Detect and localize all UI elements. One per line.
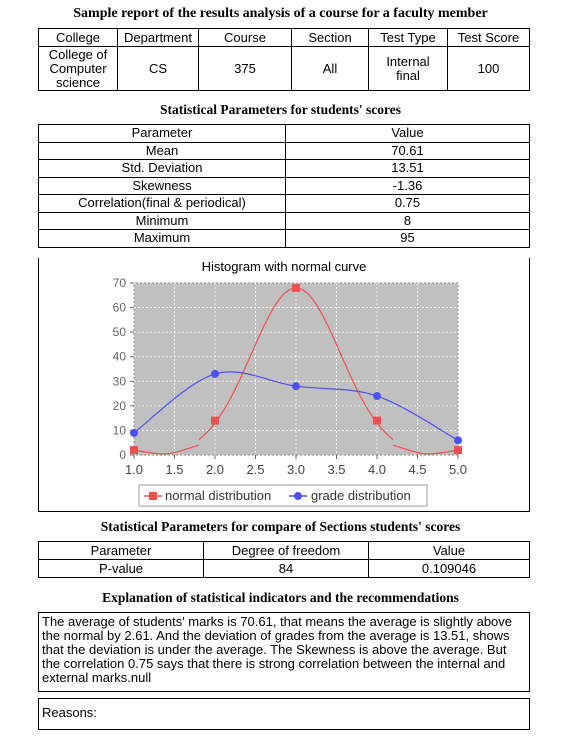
reasons-box: Reasons: bbox=[38, 698, 530, 730]
stats-value: 95 bbox=[285, 229, 530, 248]
sections-table: Parameter Degree of freedom Value P-valu… bbox=[38, 541, 530, 578]
normal-point bbox=[292, 283, 300, 292]
x-tick-label: 4.0 bbox=[368, 462, 386, 477]
stats-param: Correlation(final & periodical) bbox=[38, 194, 286, 213]
x-tick-label: 3.0 bbox=[287, 462, 305, 477]
y-tick-label: 70 bbox=[113, 276, 127, 290]
stats-row: Maximum 95 bbox=[38, 229, 530, 248]
y-tick-label: 60 bbox=[113, 301, 127, 315]
sections-header-row: Parameter Degree of freedom Value bbox=[38, 541, 530, 560]
legend-normal-label: normal distribution bbox=[165, 488, 271, 503]
stats-title: Statistical Parameters for students' sco… bbox=[160, 102, 401, 117]
course-table-value-row: College of Computer science CS 375 All I… bbox=[38, 46, 530, 91]
sections-header-value: Value bbox=[368, 541, 530, 560]
normal-point bbox=[373, 416, 381, 425]
normal-point bbox=[130, 446, 138, 455]
x-tick-label: 5.0 bbox=[449, 462, 467, 477]
legend-grade-label: grade distribution bbox=[311, 488, 411, 503]
value-section: All bbox=[291, 46, 369, 91]
header-test-score: Test Score bbox=[447, 28, 530, 47]
normal-curve-right-tail bbox=[393, 444, 459, 455]
sections-pvalue-value: 0.109046 bbox=[368, 559, 530, 578]
normal-point bbox=[454, 446, 462, 455]
grade-point bbox=[454, 436, 462, 445]
stats-row: Skewness -1.36 bbox=[38, 176, 530, 195]
stats-table: Parameter Value Mean 70.61 Std. Deviation… bbox=[38, 124, 530, 248]
stats-value: 70.61 bbox=[285, 141, 530, 160]
explanation-title: Explanation of statistical indicators an… bbox=[102, 590, 459, 605]
x-tick-label: 2.5 bbox=[246, 462, 264, 477]
normal-point bbox=[211, 416, 219, 425]
grade-point bbox=[211, 369, 219, 378]
x-tick-label: 1.5 bbox=[165, 462, 183, 477]
value-test-type: Internal final bbox=[368, 46, 448, 91]
y-tick-label: 50 bbox=[113, 325, 127, 339]
value-college: College of Computer science bbox=[38, 46, 118, 91]
legend-normal-marker bbox=[149, 492, 157, 500]
sections-header-df: Degree of freedom bbox=[203, 541, 369, 560]
chart-title: Histogram with normal curve bbox=[201, 259, 367, 274]
stats-row: Minimum 8 bbox=[38, 211, 530, 230]
x-tick-label: 1.0 bbox=[125, 462, 143, 477]
histogram-panel: Histogram with normal curve bbox=[38, 258, 530, 512]
sections-df-value: 84 bbox=[203, 559, 369, 578]
grade-point bbox=[373, 392, 381, 401]
grade-point bbox=[292, 382, 300, 391]
stats-row: Mean 70.61 bbox=[38, 141, 530, 160]
y-tick-label: 0 bbox=[119, 448, 126, 462]
header-department: Department bbox=[117, 28, 199, 47]
stats-param: Maximum bbox=[38, 229, 286, 248]
legend-grade-marker bbox=[294, 492, 302, 500]
y-tick-label: 20 bbox=[113, 399, 127, 413]
course-table-header-row: College Department Course Section Test T… bbox=[38, 28, 530, 47]
y-tick-label: 40 bbox=[113, 350, 127, 364]
sections-value-row: P-value 84 0.109046 bbox=[38, 559, 530, 578]
sections-title: Statistical Parameters for compare of Se… bbox=[100, 519, 461, 534]
stats-header-row: Parameter Value bbox=[38, 124, 530, 143]
x-tick-label: 2.0 bbox=[206, 462, 224, 477]
legend-box bbox=[138, 484, 428, 507]
reasons-label: Reasons: bbox=[42, 705, 97, 720]
normal-curve-left-tail bbox=[133, 444, 199, 455]
report-title: Sample report of the results analysis of… bbox=[73, 6, 488, 21]
sections-pvalue-label: P-value bbox=[38, 559, 204, 578]
course-info-table: College Department Course Section Test T… bbox=[38, 28, 530, 91]
x-tick-label: 4.5 bbox=[408, 462, 426, 477]
y-tick-label: 10 bbox=[113, 423, 127, 437]
grade-point bbox=[130, 428, 138, 437]
value-test-score: 100 bbox=[447, 46, 530, 91]
sections-header-param: Parameter bbox=[38, 541, 204, 560]
value-course: 375 bbox=[198, 46, 292, 91]
y-tick-label: 30 bbox=[113, 374, 127, 388]
value-department: CS bbox=[117, 46, 199, 91]
explanation-text: The average of students' marks is 70.61,… bbox=[38, 612, 530, 692]
x-tick-label: 3.5 bbox=[327, 462, 345, 477]
